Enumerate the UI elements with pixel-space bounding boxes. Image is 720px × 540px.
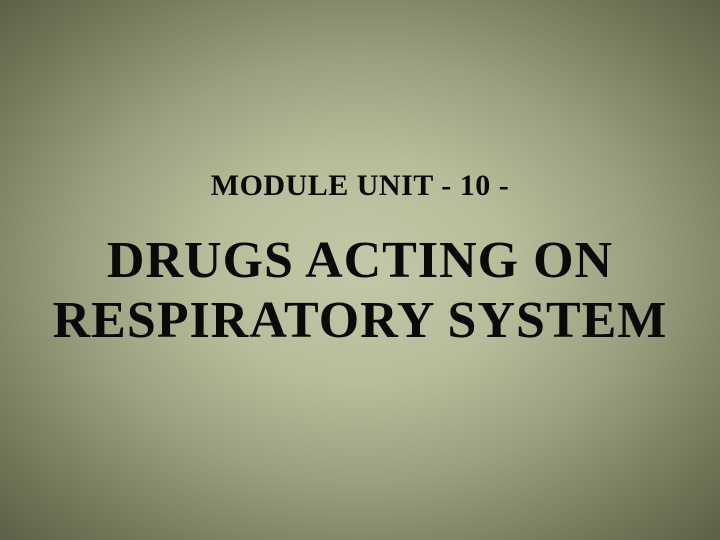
module-subtitle: MODULE UNIT - 10 - xyxy=(211,169,509,203)
title-line-2: RESPIRATORY SYSTEM xyxy=(53,291,668,351)
slide-title: DRUGS ACTING ON RESPIRATORY SYSTEM xyxy=(53,231,668,351)
content-wrapper: MODULE UNIT - 10 - DRUGS ACTING ON RESPI… xyxy=(53,169,668,351)
slide-background: MODULE UNIT - 10 - DRUGS ACTING ON RESPI… xyxy=(0,0,720,540)
title-line-1: DRUGS ACTING ON xyxy=(53,231,668,291)
